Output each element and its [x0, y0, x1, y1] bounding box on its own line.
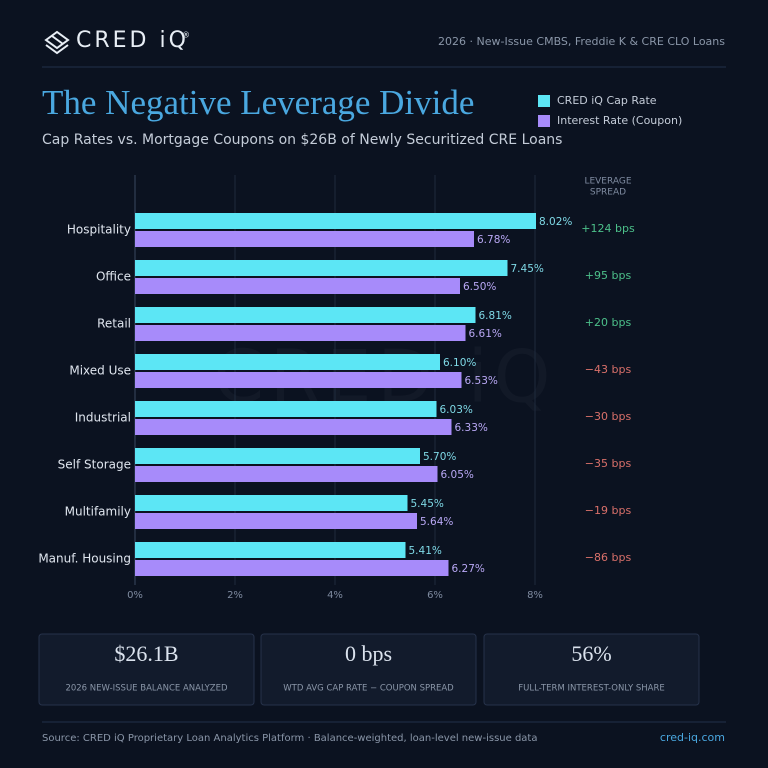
stat-card — [38, 633, 255, 706]
bar — [135, 401, 437, 417]
bar — [135, 260, 508, 276]
value-label: 7.45% — [511, 263, 544, 275]
y-tick-label: Multifamily — [65, 505, 131, 519]
stat-label: WTD AVG CAP RATE − COUPON SPREAD — [283, 684, 454, 694]
spread-label: +95 bps — [585, 269, 632, 282]
y-tick-label: Mixed Use — [69, 364, 131, 378]
bar — [135, 278, 460, 294]
value-label: 6.61% — [469, 328, 502, 340]
value-label: 5.64% — [420, 516, 453, 528]
spread-label: −30 bps — [585, 410, 632, 423]
bar — [135, 213, 536, 229]
stat-value: 0 bps — [345, 641, 392, 666]
footer-site: cred-iq.com — [660, 731, 725, 744]
value-label: 6.78% — [477, 234, 510, 246]
chart-title: The Negative Leverage Divide — [42, 83, 474, 122]
stat-value: $26.1B — [114, 641, 178, 666]
bar — [135, 466, 438, 482]
tagline: 2026 · New-Issue CMBS, Freddie K & CRE C… — [438, 35, 725, 48]
bar — [135, 542, 406, 558]
bar — [135, 354, 440, 370]
spread-label: −35 bps — [585, 457, 632, 470]
value-label: 6.50% — [463, 281, 496, 293]
value-label: 6.03% — [440, 404, 473, 416]
value-label: 8.02% — [539, 216, 572, 228]
bar — [135, 231, 474, 247]
bar — [135, 325, 466, 341]
y-tick-label: Hospitality — [67, 223, 131, 237]
bar — [135, 513, 417, 529]
x-tick-label: 8% — [527, 590, 543, 601]
bar — [135, 307, 476, 323]
value-label: 6.53% — [465, 375, 498, 387]
spread-label: +124 bps — [581, 222, 635, 235]
spread-header: SPREAD — [590, 188, 626, 198]
value-label: 6.10% — [443, 357, 476, 369]
spread-label: −43 bps — [585, 363, 632, 376]
x-tick-label: 6% — [427, 590, 443, 601]
stat-label: 2026 NEW-ISSUE BALANCE ANALYZED — [65, 684, 228, 694]
bar — [135, 495, 408, 511]
y-tick-label: Industrial — [75, 411, 131, 425]
bar — [135, 448, 420, 464]
spread-label: +20 bps — [585, 316, 632, 329]
legend-swatch — [538, 115, 550, 127]
value-label: 5.45% — [411, 498, 444, 510]
logo: CRED iQ — [76, 28, 189, 53]
x-tick-label: 2% — [227, 590, 243, 601]
value-label: 6.27% — [452, 563, 485, 575]
chart-subtitle: Cap Rates vs. Mortgage Coupons on $26B o… — [42, 132, 562, 148]
stat-label: FULL-TERM INTEREST-ONLY SHARE — [518, 684, 664, 694]
spread-header: LEVERAGE — [584, 177, 631, 187]
legend-label: Interest Rate (Coupon) — [557, 114, 682, 127]
logo-icon — [44, 30, 70, 55]
value-label: 6.05% — [441, 469, 474, 481]
y-tick-label: Self Storage — [58, 458, 131, 472]
value-label: 6.33% — [455, 422, 488, 434]
stat-value: 56% — [571, 641, 611, 666]
y-tick-label: Office — [96, 270, 131, 284]
spread-label: −19 bps — [585, 504, 632, 517]
legend-label: CRED iQ Cap Rate — [557, 94, 657, 107]
value-label: 5.70% — [423, 451, 456, 463]
y-tick-label: Retail — [97, 317, 131, 331]
stat-card — [260, 633, 477, 706]
y-tick-label: Manuf. Housing — [38, 552, 131, 566]
legend-swatch — [538, 95, 550, 107]
logo-mark: ® — [182, 31, 190, 40]
bar — [135, 372, 462, 388]
stat-card — [483, 633, 700, 706]
value-label: 5.41% — [409, 545, 442, 557]
value-label: 6.81% — [479, 310, 512, 322]
bar — [135, 419, 452, 435]
x-tick-label: 4% — [327, 590, 343, 601]
x-tick-label: 0% — [127, 590, 143, 601]
footer-source: Source: CRED iQ Proprietary Loan Analyti… — [42, 733, 537, 744]
spread-label: −86 bps — [585, 551, 632, 564]
bar — [135, 560, 449, 576]
chart: 0% 2% 4% 6% 8% CRED iQ Cap Rate Interest Rate … — [38, 94, 682, 601]
